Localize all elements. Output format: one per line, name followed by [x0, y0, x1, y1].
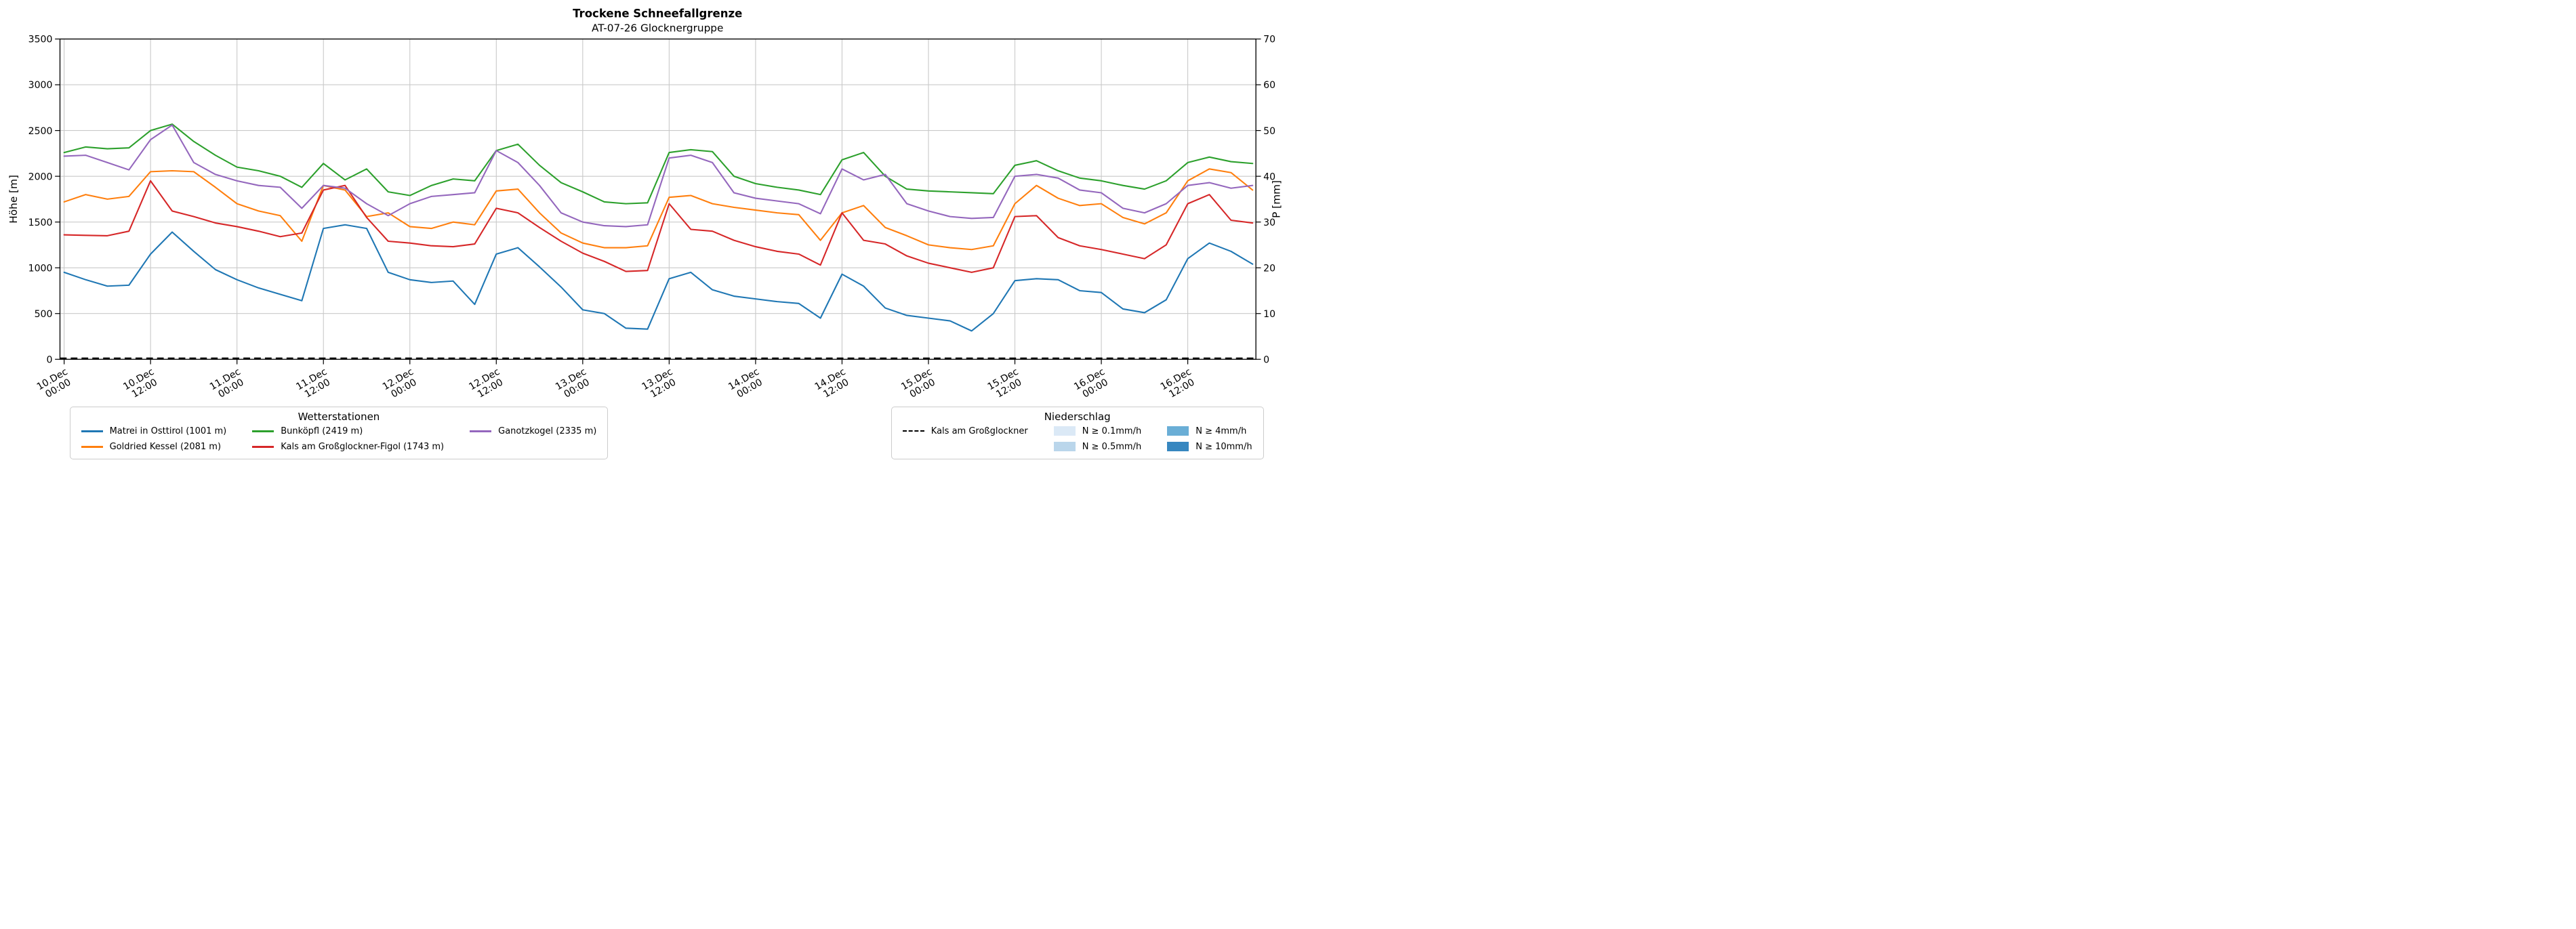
- chart-subtitle: AT-07-26 Glocknergruppe: [592, 22, 723, 35]
- legend-item: Matrei in Osttirol (1001 m): [81, 426, 227, 436]
- left-axis-label: Höhe [m]: [7, 175, 20, 224]
- legend-item-label: Matrei in Osttirol (1001 m): [109, 426, 227, 436]
- series-lines: [60, 123, 1256, 359]
- y-axis-tick-label-left: 1000: [28, 263, 53, 274]
- y-axis-tick-label-right: 50: [1263, 126, 1275, 137]
- legend-patch-swatch: [1053, 426, 1076, 436]
- chart-title: Trockene Schneefallgrenze: [573, 7, 742, 20]
- legend-item-label: Bunköpfl (2419 m): [281, 426, 363, 436]
- legend-spacer: [903, 442, 1028, 452]
- figure-container: 0 500 1000 1500 2000 2500 3000 3500 0 10 20 30 40 50 6…: [0, 0, 1288, 466]
- legend-item: Goldried Kessel (2081 m): [81, 442, 227, 452]
- legend-patch-swatch: [1167, 426, 1189, 436]
- legend-item: Kals am Großglockner: [902, 426, 1028, 436]
- legend-precip-title: Niederschlag: [1044, 410, 1111, 423]
- y-axis-tick-label-left: 500: [35, 309, 53, 320]
- right-axis-label: P [mm]: [1271, 180, 1283, 218]
- y-axis-tick-label-right: 70: [1263, 35, 1275, 45]
- legend-item-label: N ≥ 0.5mm/h: [1082, 441, 1142, 452]
- legend-line-swatch: [81, 445, 103, 448]
- legend-line-swatch: [81, 430, 103, 432]
- legend-line-swatch: [470, 430, 492, 432]
- legend-item-label: N ≥ 0.1mm/h: [1082, 426, 1142, 436]
- y-axis-tick-label-right: 10: [1263, 309, 1275, 320]
- legend-patch-swatch: [1167, 442, 1189, 452]
- y-axis-tick-label-left: 0: [47, 354, 53, 365]
- legend-item-label: Goldried Kessel (2081 m): [109, 441, 222, 452]
- y-axis-tick-label-left: 1500: [28, 218, 53, 228]
- axes: 0 500 1000 1500 2000 2500 3000 3500 0 10 20 30 40 50 6…: [28, 35, 1275, 400]
- legend-item: N ≥ 10mm/h: [1167, 442, 1252, 452]
- series-line-ganotzkogel-2335-m: [63, 124, 1254, 228]
- legend-line-swatch: [252, 445, 274, 448]
- series-line-matrei-in-osttirol-1001-m: [63, 224, 1254, 332]
- legend-precipitation: Niederschlag Kals am Großglockner N ≥ 0.1…: [891, 406, 1264, 459]
- series-line-bunk-pfl-2419-m: [63, 123, 1254, 205]
- legend-item: N ≥ 0.5mm/h: [1053, 441, 1142, 452]
- y-axis-tick-label-right: 30: [1263, 218, 1275, 228]
- legend-precip-items: Kals am Großglockner N ≥ 0.1mm/h N ≥ 0.5mm…: [902, 426, 1252, 452]
- legend-stations-title: Wetterstationen: [298, 410, 380, 423]
- snowfall-limit-chart: 0 500 1000 1500 2000 2500 3000 3500 0 10 20 30 40 50 6…: [7, 7, 1283, 400]
- legend-patch-swatch: [1053, 442, 1076, 452]
- legend-item-label: N ≥ 4mm/h: [1195, 426, 1247, 436]
- legend-item-label: Kals am Großglockner-Figol (1743 m): [281, 441, 445, 452]
- legend-item-label: N ≥ 10mm/h: [1195, 441, 1252, 452]
- y-axis-tick-label-left: 3000: [28, 80, 53, 91]
- series-line-goldried-kessel-2081-m: [63, 168, 1254, 251]
- series-line-kals-am-gro-glockner-figol-1743-m: [63, 180, 1254, 273]
- legend-stations-items: Matrei in Osttirol (1001 m) Goldried Kess…: [81, 426, 596, 452]
- y-axis-tick-label-left: 2000: [28, 171, 53, 182]
- y-axis-tick-label-right: 0: [1263, 354, 1269, 365]
- y-axis-tick-label-right: 20: [1263, 263, 1275, 274]
- legend-item: Ganotzkogel (2335 m): [470, 426, 596, 436]
- legend-item-label: Kals am Großglockner: [931, 426, 1028, 436]
- legend-item-label: Ganotzkogel (2335 m): [498, 426, 597, 436]
- legend-item: Kals am Großglockner-Figol (1743 m): [252, 442, 444, 452]
- gridlines: [60, 39, 1256, 360]
- legend-line-swatch: [902, 430, 924, 432]
- legend-line-swatch: [252, 430, 274, 432]
- plot-border: [59, 38, 1256, 360]
- legend-item: Bunköpfl (2419 m): [252, 426, 444, 436]
- legend-item: N ≥ 4mm/h: [1167, 426, 1252, 436]
- y-axis-tick-label-left: 3500: [28, 35, 53, 45]
- legend-item: N ≥ 0.1mm/h: [1053, 426, 1142, 436]
- y-axis-tick-label-right: 40: [1263, 171, 1275, 182]
- y-axis-tick-label-left: 2500: [28, 126, 53, 137]
- y-axis-tick-label-right: 60: [1263, 80, 1275, 91]
- legend-weather-stations: Wetterstationen Matrei in Osttirol (1001…: [69, 406, 609, 459]
